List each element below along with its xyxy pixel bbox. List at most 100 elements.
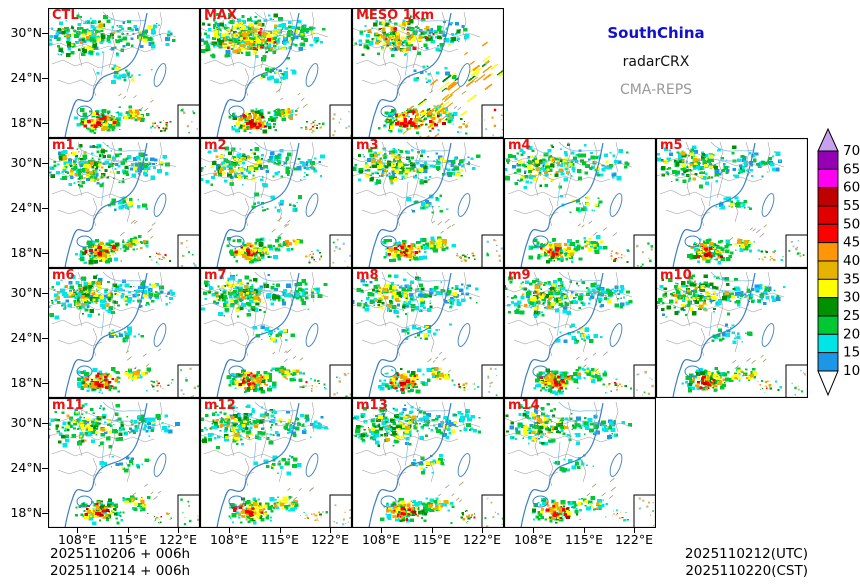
hainan-island — [380, 235, 397, 248]
south-china-sea-inset — [329, 494, 352, 528]
map-canvas — [352, 268, 504, 398]
init-time-line-2: 2025110214 + 006h — [50, 563, 191, 579]
province-boundaries — [200, 401, 329, 487]
province-boundaries — [48, 141, 177, 227]
south-china-sea-inset — [785, 234, 808, 268]
hainan-island — [532, 365, 549, 378]
colorbar-tick-label: 15 — [843, 345, 860, 361]
valid-time-utc: 2025110212(UTC) — [684, 546, 808, 562]
y-tick-label: 24°N — [10, 460, 42, 475]
precip-layer — [48, 402, 180, 525]
map-panel-m7: m7 — [200, 268, 352, 398]
coastline — [368, 142, 452, 268]
map-panel-m4: m4 — [504, 138, 656, 268]
precip-layer — [200, 146, 326, 264]
south-china-sea-inset — [329, 104, 352, 138]
y-tick-mark — [42, 32, 48, 34]
hainan-island — [684, 365, 701, 378]
south-china-sea-inset — [177, 104, 200, 138]
map-canvas — [200, 8, 352, 138]
x-tick-mark — [431, 528, 433, 533]
colorbar-cell — [817, 333, 839, 354]
x-tick-mark — [633, 528, 635, 533]
map-panel-m9: m9 — [504, 268, 656, 398]
map-canvas — [656, 138, 808, 268]
panel-label: m1 — [52, 138, 75, 153]
rivers — [381, 271, 450, 337]
x-tick-mark — [228, 528, 230, 533]
map-canvas — [200, 268, 352, 398]
rivers — [685, 141, 754, 207]
colorbar-tick-label: 45 — [843, 235, 860, 251]
rivers — [77, 141, 146, 207]
x-tick-label: 122°E — [462, 532, 501, 547]
panel-label: MAX — [204, 8, 238, 23]
x-tick-label: 108°E — [361, 532, 400, 547]
taiwan-island — [153, 193, 167, 217]
map-canvas — [48, 268, 200, 398]
map-canvas — [48, 8, 200, 138]
y-tick-mark — [42, 77, 48, 79]
colorbar-cell — [817, 205, 839, 225]
taiwan-island — [457, 453, 471, 477]
colorbar-cell — [817, 297, 839, 317]
map-panel-m10: m10 — [656, 268, 808, 398]
rivers — [381, 141, 450, 207]
province-boundaries — [504, 141, 633, 227]
panel-border — [352, 398, 504, 528]
rivers — [77, 401, 146, 467]
hainan-island — [76, 235, 93, 248]
taiwan-island — [457, 193, 471, 217]
init-time-block: 2025110206 + 006h 2025110214 + 006h — [50, 546, 190, 580]
rivers — [381, 401, 450, 467]
rivers — [77, 271, 146, 337]
colorbar-cell — [817, 187, 839, 207]
coastline — [216, 12, 300, 138]
south-china-sea-inset — [329, 234, 352, 268]
province-boundaries — [200, 141, 329, 227]
hainan-island — [228, 105, 245, 118]
taiwan-island — [153, 63, 167, 87]
y-tick-label: 30°N — [10, 155, 42, 170]
panel-label: m8 — [356, 268, 379, 283]
coastline — [368, 272, 452, 398]
map-canvas — [504, 398, 656, 528]
map-canvas — [656, 268, 808, 398]
hainan-island — [532, 495, 549, 508]
y-tick-label: 18°N — [10, 245, 42, 260]
map-panel-m11: m11 — [48, 398, 200, 528]
panel-border — [200, 138, 352, 268]
map-panel-ctl: CTL — [48, 8, 200, 138]
colorbar-tick-label: 60 — [843, 180, 860, 196]
valid-time-cst: 2025110220(CST) — [685, 563, 808, 579]
south-china-sea-inset — [329, 364, 352, 398]
coastline — [520, 142, 604, 268]
map-canvas — [504, 268, 656, 398]
panel-border — [352, 8, 504, 138]
coastline — [368, 12, 452, 138]
south-china-sea-inset — [481, 494, 504, 528]
south-china-sea-inset — [633, 494, 656, 528]
map-panel-m14: m14 — [504, 398, 656, 528]
coastline — [64, 272, 148, 398]
y-tick-label: 24°N — [10, 70, 42, 85]
model-label: CMA-REPS — [619, 82, 693, 98]
y-tick-label: 30°N — [10, 285, 42, 300]
taiwan-island — [457, 323, 471, 347]
panel-label: CTL — [52, 8, 79, 23]
hainan-island — [76, 105, 93, 118]
colorbar-cell — [817, 150, 839, 170]
precip-layer — [200, 404, 329, 525]
colorbar-cell — [817, 168, 839, 189]
y-tick-mark — [42, 207, 48, 209]
x-tick-mark — [279, 528, 281, 533]
x-tick-label: 108°E — [513, 532, 552, 547]
panel-border — [200, 8, 352, 138]
colorbar-tick-label: 50 — [843, 216, 860, 232]
colorbar-tick-label: 65 — [843, 161, 860, 177]
precip-layer — [48, 14, 176, 135]
precip-layer — [48, 274, 175, 394]
panel-border — [48, 398, 200, 528]
x-tick-mark — [329, 528, 331, 533]
